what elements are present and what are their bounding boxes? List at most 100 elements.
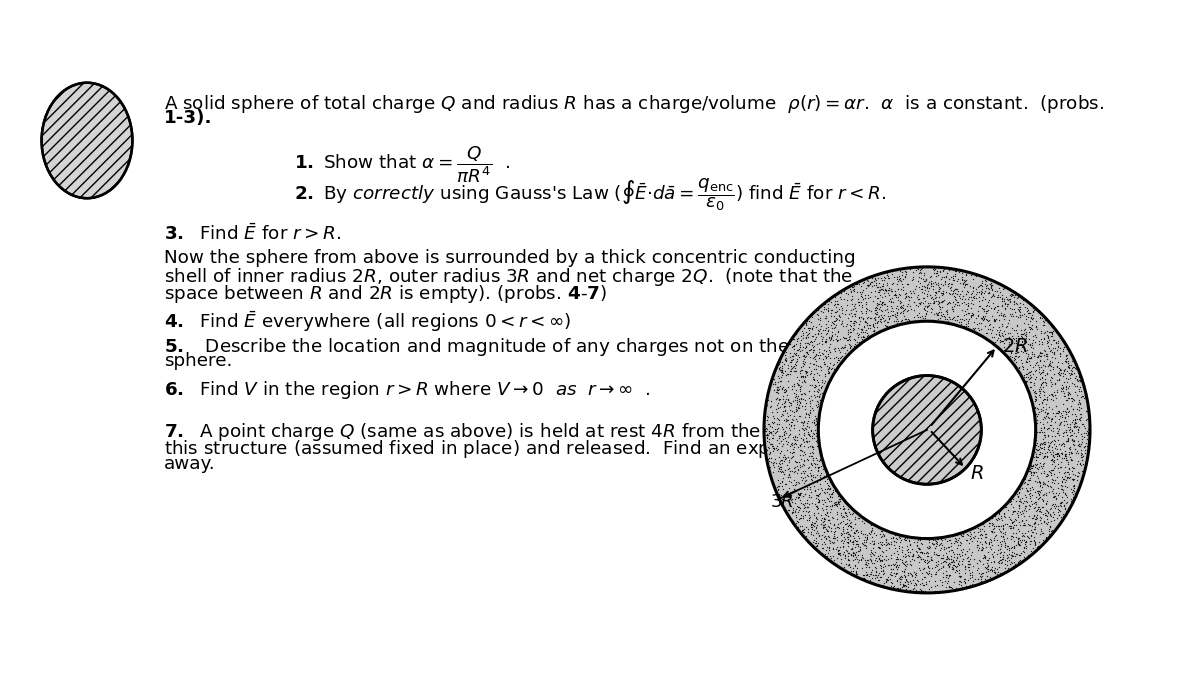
Point [934,542,953,553]
Point [1025,535,1044,546]
Point [841,529,860,540]
Point [1012,557,1031,568]
Point [953,274,972,284]
Point [856,515,875,525]
Point [1022,323,1042,334]
Point [992,309,1012,320]
Point [1010,555,1030,566]
Point [775,464,794,475]
Point [799,489,818,500]
Point [840,334,859,345]
Point [1056,510,1075,521]
Point [852,324,871,335]
Point [1042,344,1061,355]
Point [904,580,923,590]
Point [1022,397,1042,408]
Point [798,428,817,439]
Point [809,376,828,387]
Point [989,292,1008,303]
Point [796,366,815,377]
Point [823,481,842,492]
Point [1064,372,1084,383]
Point [1022,347,1042,357]
Point [1034,450,1054,461]
Point [996,538,1015,548]
Point [773,368,792,378]
Point [1026,497,1045,508]
Point [778,452,797,462]
Point [832,534,851,545]
Point [790,403,809,414]
Point [821,550,840,561]
Point [786,497,805,508]
Point [1038,429,1057,440]
Point [973,281,992,292]
Point [922,571,941,582]
Point [906,300,925,311]
Point [1051,500,1070,511]
Point [811,519,830,529]
Point [911,552,930,563]
Point [1018,550,1037,561]
Point [936,543,955,554]
Point [766,458,785,468]
Point [1010,309,1030,320]
Point [808,525,827,536]
Point [950,293,970,304]
Point [818,479,838,490]
Point [1063,462,1082,473]
Point [1025,524,1044,535]
Point [1043,351,1062,362]
Point [794,478,814,489]
Point [1070,399,1090,410]
Point [815,513,834,524]
Point [926,556,946,567]
Point [780,510,799,521]
Point [792,525,811,536]
Point [775,454,794,464]
Point [818,325,838,336]
Point [793,345,812,355]
Point [1003,561,1022,571]
Point [806,349,826,359]
Point [928,309,947,320]
Point [1061,430,1080,441]
Point [904,286,923,297]
Point [786,328,805,339]
Point [1001,334,1020,345]
Point [1044,491,1063,502]
Point [893,584,912,595]
Point [1002,352,1021,363]
Point [817,484,836,495]
Point [1014,534,1033,545]
Point [990,509,1009,520]
Point [791,462,810,473]
Point [791,384,810,395]
Point [806,435,826,446]
Point [998,299,1018,309]
Point [793,328,812,338]
Point [773,481,792,492]
Point [781,494,800,505]
Point [1010,534,1030,545]
Point [811,383,830,393]
Point [992,319,1012,330]
Point [1031,448,1050,459]
Point [1028,502,1048,512]
Point [978,288,997,299]
Point [782,384,802,395]
Point [815,549,834,560]
Point [862,330,881,341]
Point [910,556,929,567]
Point [877,539,896,550]
Point [816,524,835,535]
Point [830,291,850,302]
Point [797,341,816,351]
Point [1054,385,1073,396]
Point [822,310,841,321]
Point [812,334,832,345]
Point [845,283,864,294]
Point [847,279,866,290]
Point [1016,336,1036,347]
Point [1028,402,1048,413]
